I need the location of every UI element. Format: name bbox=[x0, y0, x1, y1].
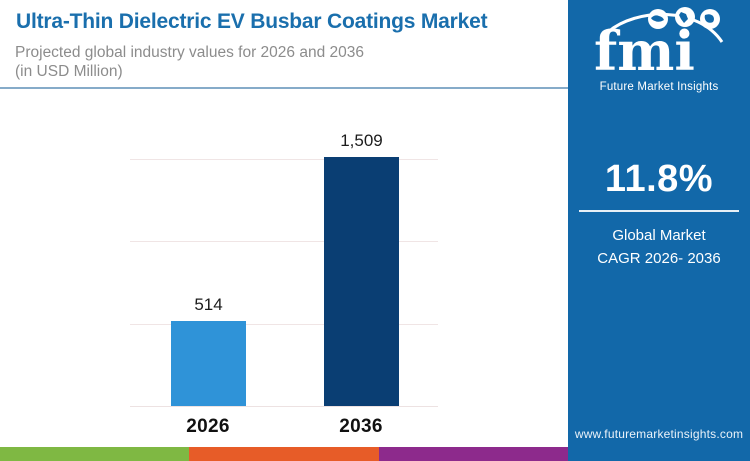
stripe-orange-segment bbox=[189, 447, 379, 461]
subtitle-line-1: Projected global industry values for 202… bbox=[15, 44, 364, 61]
cagr-value: 11.8% bbox=[604, 158, 714, 200]
cagr-divider bbox=[579, 210, 739, 212]
fmi-logo-mark: fmi bbox=[594, 7, 724, 80]
chart-subtitle: Projected global industry values for 202… bbox=[15, 44, 560, 82]
x-axis-label-2026: 2026 bbox=[186, 416, 230, 437]
logo-text: fmi bbox=[594, 19, 695, 80]
gridline bbox=[130, 241, 438, 242]
cagr-block: 11.8% Global Market CAGR 2026- 2036 bbox=[568, 158, 750, 271]
footer-stripe bbox=[0, 447, 568, 461]
cagr-label-line-2: CAGR 2026- 2036 bbox=[597, 250, 721, 268]
brand-sidebar: fmi Future Market Insights 11.8% Global … bbox=[568, 0, 750, 461]
chart-panel: Ultra-Thin Dielectric EV Busbar Coatings… bbox=[0, 10, 568, 461]
globe-map-icon bbox=[675, 7, 695, 27]
bar-value-label: 1,509 bbox=[340, 131, 383, 150]
bar-2026 bbox=[171, 321, 246, 406]
bar-group-2026: 514 bbox=[171, 295, 246, 406]
fmi-logo: fmi Future Market Insights bbox=[568, 6, 750, 93]
bar-chart: 514 1,509 2026 2036 bbox=[130, 110, 438, 437]
bar-value-label: 514 bbox=[194, 295, 223, 315]
subtitle-line-2: (in USD Million) bbox=[15, 62, 123, 80]
page-title: Ultra-Thin Dielectric EV Busbar Coatings… bbox=[16, 10, 488, 33]
x-axis-line bbox=[130, 406, 438, 407]
cagr-label-line-1: Global Market bbox=[612, 227, 706, 244]
website-link[interactable]: www.futuremarketinsights.com bbox=[574, 427, 744, 441]
globe-map-icon bbox=[700, 9, 720, 29]
cagr-label: Global Market CAGR 2026- 2036 bbox=[568, 224, 750, 271]
stripe-green-segment bbox=[0, 447, 190, 461]
logo-tagline: Future Market Insights bbox=[599, 81, 719, 93]
globe-map-icon bbox=[648, 9, 668, 29]
gridline bbox=[130, 323, 438, 325]
stripe-purple-segment bbox=[378, 447, 568, 461]
bar-2036 bbox=[324, 157, 399, 406]
header-divider bbox=[0, 87, 568, 89]
bar-group-2036: 1,509 bbox=[324, 131, 399, 406]
x-axis-label-2036: 2036 bbox=[339, 416, 383, 437]
gridline bbox=[130, 158, 438, 160]
